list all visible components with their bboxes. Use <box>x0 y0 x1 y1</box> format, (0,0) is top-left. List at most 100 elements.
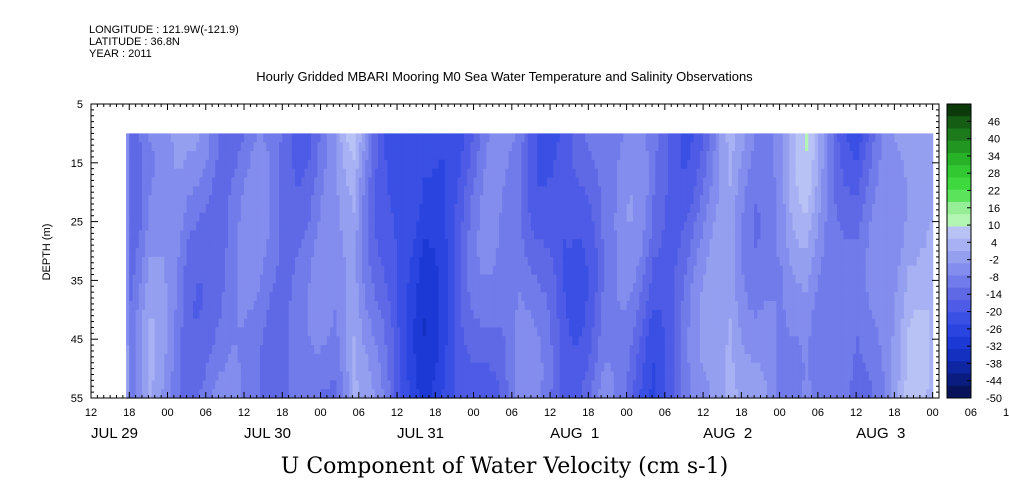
heatmap-cell <box>371 195 376 205</box>
heatmap-cell <box>607 362 612 373</box>
heatmap-cell <box>269 195 274 205</box>
heatmap-cell <box>218 389 223 399</box>
heatmap-cell <box>419 168 424 179</box>
heatmap-cell <box>180 353 185 364</box>
heatmap-cell <box>142 248 146 258</box>
heatmap-cell <box>648 327 653 337</box>
heatmap-cell <box>578 371 583 381</box>
heatmap-cell <box>629 195 634 205</box>
heatmap-cell <box>636 168 640 179</box>
heatmap-cell <box>556 309 561 320</box>
heatmap-cell <box>180 151 185 161</box>
heatmap-cell <box>307 300 312 311</box>
heatmap-cell <box>365 318 369 329</box>
heatmap-cell <box>652 186 656 196</box>
heatmap-cell <box>247 318 251 329</box>
heatmap-cell <box>428 256 433 267</box>
heatmap-cell <box>129 256 134 267</box>
heatmap-cell <box>626 212 631 223</box>
heatmap-cell <box>636 186 640 196</box>
heatmap-cell <box>652 151 656 161</box>
heatmap-cell <box>499 345 503 355</box>
heatmap-cell <box>569 159 573 170</box>
heatmap-cell <box>346 230 350 240</box>
heatmap-cell <box>432 353 436 364</box>
heatmap-cell <box>400 151 405 161</box>
heatmap-cell <box>145 336 149 346</box>
heatmap-cell <box>524 248 529 258</box>
heatmap-cell <box>524 327 529 337</box>
heatmap-cell <box>438 142 443 152</box>
heatmap-cell <box>186 256 191 267</box>
heatmap-cell <box>183 248 188 258</box>
heatmap-cell <box>617 186 621 196</box>
heatmap-cell <box>515 336 519 346</box>
heatmap-cell <box>537 248 542 258</box>
heatmap-cell <box>301 133 306 143</box>
heatmap-cell <box>473 186 478 196</box>
heatmap-cell <box>279 353 283 364</box>
heatmap-cell <box>295 353 299 364</box>
heatmap-cell <box>240 300 245 311</box>
heatmap-cell <box>189 168 194 179</box>
heatmap-cell <box>642 256 647 267</box>
heatmap-cell <box>310 221 315 232</box>
heatmap-cell <box>553 300 558 311</box>
heatmap-cell <box>231 195 236 205</box>
heatmap-cell <box>326 203 331 214</box>
heatmap-cell <box>457 239 462 249</box>
heatmap-cell <box>435 168 440 179</box>
heatmap-cell <box>317 221 322 232</box>
heatmap-cell <box>425 186 430 196</box>
heatmap-cell <box>342 212 347 223</box>
heatmap-cell <box>419 336 424 346</box>
heatmap-cell <box>199 221 204 232</box>
heatmap-cell <box>546 142 551 152</box>
heatmap-cell <box>193 195 197 205</box>
heatmap-cell <box>266 292 271 302</box>
heatmap-cell <box>639 186 644 196</box>
heatmap-cell <box>581 327 586 337</box>
heatmap-cell <box>256 248 261 258</box>
heatmap-cell <box>307 177 312 187</box>
heatmap-cell <box>588 283 593 293</box>
heatmap-cell <box>310 256 315 267</box>
heatmap-cell <box>253 265 258 276</box>
heatmap-cell <box>266 230 271 240</box>
heatmap-cell <box>636 362 640 373</box>
heatmap-cell <box>438 177 443 187</box>
heatmap-cell <box>435 327 440 337</box>
heatmap-cell <box>196 283 200 293</box>
heatmap-cell <box>320 248 325 258</box>
heatmap-cell <box>441 159 446 170</box>
heatmap-cell <box>135 389 140 399</box>
heatmap-cell <box>623 256 628 267</box>
heatmap-cell <box>215 195 220 205</box>
heatmap-cell <box>566 309 570 320</box>
heatmap-cell <box>326 389 331 399</box>
heatmap-cell <box>371 177 376 187</box>
heatmap-cell <box>234 239 239 249</box>
heatmap-cell <box>135 212 140 223</box>
heatmap-cell <box>419 292 424 302</box>
heatmap-cell <box>550 283 554 293</box>
heatmap-cell <box>463 256 468 267</box>
heatmap-cell <box>183 177 188 187</box>
heatmap-cell <box>390 292 395 302</box>
heatmap-cell <box>467 142 471 152</box>
heatmap-cell <box>161 168 165 179</box>
heatmap-cell <box>639 274 644 284</box>
heatmap-cell <box>250 353 255 364</box>
heatmap-cell <box>240 248 245 258</box>
heatmap-cell <box>448 168 452 179</box>
heatmap-cell <box>361 292 366 302</box>
heatmap-cell <box>173 221 178 232</box>
heatmap-cell <box>263 142 267 152</box>
heatmap-cell <box>572 318 577 329</box>
heatmap-cell <box>295 380 299 390</box>
heatmap-cell <box>304 274 309 284</box>
heatmap-cell <box>374 142 379 152</box>
heatmap-cell <box>543 265 548 276</box>
heatmap-cell <box>355 336 360 346</box>
heatmap-cell <box>588 239 593 249</box>
